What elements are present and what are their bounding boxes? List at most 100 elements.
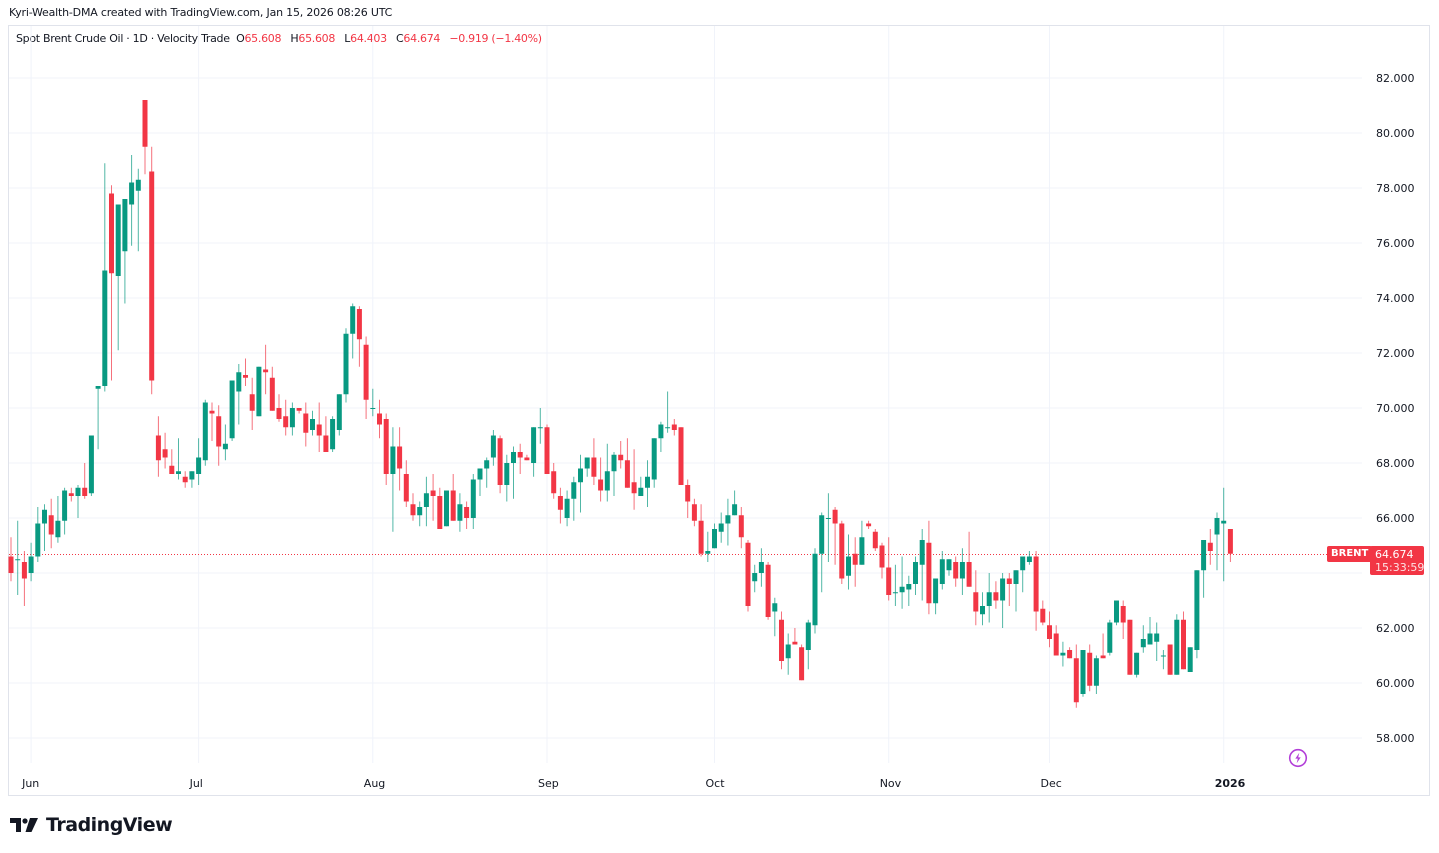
candle[interactable]: [377, 399, 382, 439]
candle[interactable]: [859, 520, 865, 565]
candle[interactable]: [725, 498, 731, 546]
candle[interactable]: [484, 457, 490, 488]
candle[interactable]: [651, 438, 657, 488]
candle[interactable]: [15, 520, 21, 595]
candle[interactable]: [980, 592, 985, 626]
candle[interactable]: [537, 408, 543, 444]
candle[interactable]: [1114, 600, 1119, 626]
candle[interactable]: [899, 556, 905, 609]
candle[interactable]: [1000, 573, 1006, 628]
candle[interactable]: [1127, 619, 1133, 675]
candle[interactable]: [772, 597, 778, 637]
candle[interactable]: [417, 501, 423, 527]
candle[interactable]: [892, 564, 898, 606]
candle[interactable]: [879, 542, 885, 579]
candle[interactable]: [1160, 650, 1166, 670]
candle[interactable]: [423, 476, 429, 527]
candle[interactable]: [993, 581, 999, 609]
candle[interactable]: [68, 487, 74, 502]
candle[interactable]: [75, 485, 81, 518]
candle[interactable]: [1093, 655, 1099, 695]
candle[interactable]: [243, 358, 248, 387]
candle[interactable]: [578, 454, 583, 513]
candle[interactable]: [598, 457, 604, 502]
candle[interactable]: [457, 493, 463, 532]
candle[interactable]: [765, 562, 771, 620]
candle[interactable]: [209, 402, 215, 442]
candle[interactable]: [866, 520, 872, 529]
candle[interactable]: [1194, 570, 1200, 659]
candle[interactable]: [1053, 625, 1059, 656]
candle[interactable]: [196, 438, 202, 485]
candle[interactable]: [939, 551, 945, 590]
candle[interactable]: [296, 408, 302, 414]
candle[interactable]: [658, 421, 664, 452]
candle[interactable]: [618, 441, 624, 469]
candle[interactable]: [832, 507, 838, 565]
candle[interactable]: [363, 336, 369, 420]
candle[interactable]: [779, 611, 784, 670]
candle[interactable]: [303, 402, 309, 447]
candle[interactable]: [812, 548, 818, 634]
candle[interactable]: [1060, 641, 1066, 667]
candle[interactable]: [82, 463, 88, 499]
candle[interactable]: [450, 474, 456, 521]
candle[interactable]: [410, 493, 416, 521]
candle[interactable]: [959, 548, 965, 595]
candle[interactable]: [142, 100, 148, 175]
candles[interactable]: [8, 100, 1233, 708]
candle[interactable]: [604, 443, 610, 502]
candle[interactable]: [886, 537, 892, 601]
candle[interactable]: [792, 628, 798, 645]
candle[interactable]: [1187, 647, 1193, 672]
candle[interactable]: [1227, 529, 1233, 562]
candle[interactable]: [48, 498, 54, 549]
candle[interactable]: [517, 443, 523, 474]
candle[interactable]: [370, 388, 376, 417]
candle[interactable]: [671, 419, 677, 436]
candle[interactable]: [55, 496, 61, 543]
candle[interactable]: [551, 463, 557, 499]
candle[interactable]: [189, 471, 195, 488]
candle[interactable]: [1221, 487, 1227, 582]
candle[interactable]: [1067, 647, 1073, 659]
candle[interactable]: [1040, 600, 1046, 626]
candle[interactable]: [557, 487, 563, 524]
candle[interactable]: [289, 402, 295, 436]
candle[interactable]: [477, 468, 483, 497]
candle[interactable]: [135, 168, 141, 252]
candle[interactable]: [1134, 652, 1140, 678]
candle[interactable]: [825, 493, 831, 562]
candle[interactable]: [738, 507, 744, 549]
candle[interactable]: [437, 487, 443, 529]
candle[interactable]: [464, 501, 470, 530]
candle[interactable]: [330, 416, 336, 452]
candle[interactable]: [390, 427, 396, 532]
candle[interactable]: [872, 529, 878, 551]
tradingview-logo[interactable]: TradingView: [10, 814, 173, 836]
candle[interactable]: [149, 146, 155, 395]
candle[interactable]: [129, 155, 135, 246]
candle[interactable]: [109, 185, 114, 381]
candle[interactable]: [35, 507, 41, 562]
candle[interactable]: [162, 432, 168, 469]
candle[interactable]: [1167, 644, 1173, 675]
candle[interactable]: [1107, 619, 1113, 656]
candle[interactable]: [839, 520, 845, 584]
candle[interactable]: [624, 438, 630, 488]
candle[interactable]: [946, 559, 952, 576]
candle[interactable]: [906, 575, 912, 606]
candle[interactable]: [490, 430, 496, 466]
candle[interactable]: [397, 427, 403, 491]
candle[interactable]: [571, 476, 577, 521]
candle[interactable]: [1140, 625, 1146, 653]
candle[interactable]: [8, 537, 14, 582]
candle[interactable]: [544, 424, 550, 475]
candle[interactable]: [269, 366, 275, 411]
candle[interactable]: [504, 454, 510, 502]
candle[interactable]: [819, 512, 825, 593]
candle[interactable]: [953, 556, 959, 587]
candle[interactable]: [846, 534, 851, 590]
candle[interactable]: [176, 438, 181, 480]
